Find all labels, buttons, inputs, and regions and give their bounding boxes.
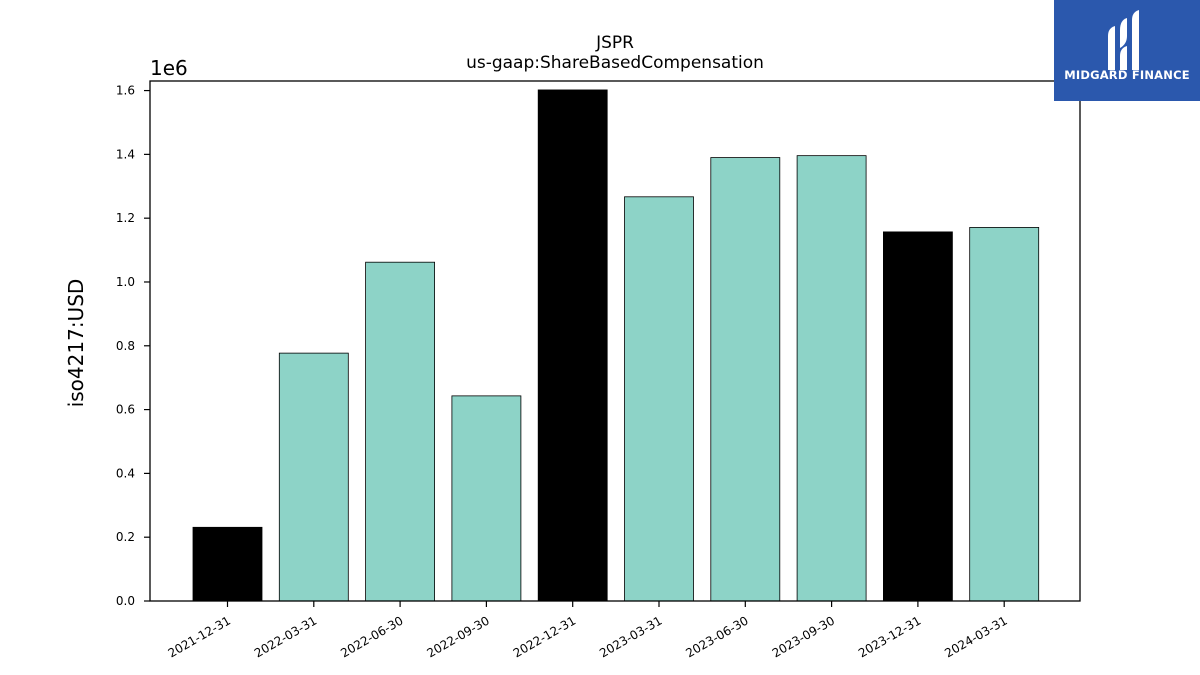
x-tick-label: 2023-09-30 bbox=[770, 613, 837, 660]
x-tick-label: 2023-03-31 bbox=[597, 613, 664, 660]
x-tick-label: 2023-12-31 bbox=[856, 613, 923, 660]
bar-2022-09-30 bbox=[451, 395, 522, 602]
y-tick-label: 0.8 bbox=[116, 339, 135, 353]
y-axis-label: iso4217:USD bbox=[64, 279, 88, 408]
x-tick-label: 2024-03-31 bbox=[942, 613, 1009, 660]
y-tick-label: 0.2 bbox=[116, 530, 135, 544]
chart-subtitle: us-gaap:ShareBasedCompensation bbox=[466, 53, 764, 73]
bar-2023-06-30 bbox=[710, 157, 781, 602]
y-tick-label: 1.0 bbox=[116, 275, 135, 289]
logo-text: MIDGARD FINANCE bbox=[1064, 68, 1190, 82]
y-tick-label: 1.6 bbox=[116, 84, 135, 98]
x-tick-label: 2022-09-30 bbox=[424, 613, 491, 660]
plot-frame bbox=[149, 80, 1081, 602]
y-tick-label: 0.6 bbox=[116, 403, 135, 417]
x-tick-label: 2022-03-31 bbox=[252, 613, 319, 660]
bar-2024-03-31 bbox=[969, 227, 1040, 602]
y-tick-label: 0.0 bbox=[116, 594, 135, 608]
midgard-finance-logo: MIDGARD FINANCE bbox=[1054, 0, 1200, 101]
bar-2022-06-30 bbox=[365, 261, 436, 602]
y-scale-label: 1e6 bbox=[150, 56, 188, 80]
midgard-logo-mark-icon bbox=[1108, 10, 1139, 70]
y-tick-label: 0.4 bbox=[116, 466, 135, 480]
bar-2023-09-30 bbox=[796, 155, 867, 602]
x-tick-label: 2023-06-30 bbox=[683, 613, 750, 660]
bar-2023-03-31 bbox=[624, 196, 694, 602]
x-tick-label: 2022-12-31 bbox=[511, 613, 578, 660]
y-tick-label: 1.4 bbox=[116, 147, 135, 161]
chart-title: JSPR bbox=[595, 33, 634, 53]
bar-2023-12-31 bbox=[883, 231, 953, 602]
x-tick-label: 2021-12-31 bbox=[166, 613, 233, 660]
y-tick-label: 1.2 bbox=[116, 211, 135, 225]
bar-2022-12-31 bbox=[537, 89, 608, 602]
x-tick-label: 2022-06-30 bbox=[338, 613, 405, 660]
bar-2022-03-31 bbox=[278, 352, 349, 602]
bar-2021-12-31 bbox=[192, 526, 263, 602]
